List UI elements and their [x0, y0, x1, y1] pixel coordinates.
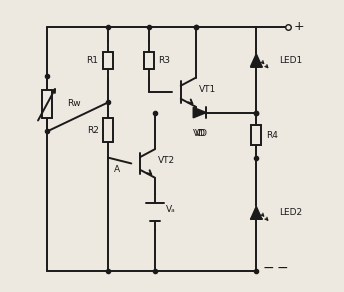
Text: VD: VD: [193, 129, 206, 138]
Text: −: −: [262, 261, 274, 275]
Polygon shape: [250, 54, 262, 67]
Polygon shape: [193, 107, 206, 118]
Text: VT1: VT1: [199, 85, 216, 94]
Text: R3: R3: [158, 56, 170, 65]
Text: R4: R4: [266, 131, 278, 140]
Bar: [103, 52, 113, 69]
Text: Vₐ: Vₐ: [166, 205, 176, 214]
Text: −: −: [277, 261, 288, 275]
Text: VD: VD: [195, 128, 208, 138]
Bar: [103, 118, 113, 142]
Text: LED2: LED2: [280, 208, 303, 217]
Bar: [42, 90, 52, 118]
Text: LED1: LED1: [280, 56, 303, 65]
Bar: [251, 125, 261, 145]
Bar: [144, 52, 154, 69]
Polygon shape: [250, 206, 262, 219]
Text: Rw: Rw: [67, 99, 80, 108]
Text: R1: R1: [87, 56, 99, 65]
Text: +: +: [294, 20, 305, 33]
Text: VT2: VT2: [158, 156, 175, 165]
Text: A: A: [114, 165, 120, 174]
Text: R2: R2: [87, 126, 99, 135]
